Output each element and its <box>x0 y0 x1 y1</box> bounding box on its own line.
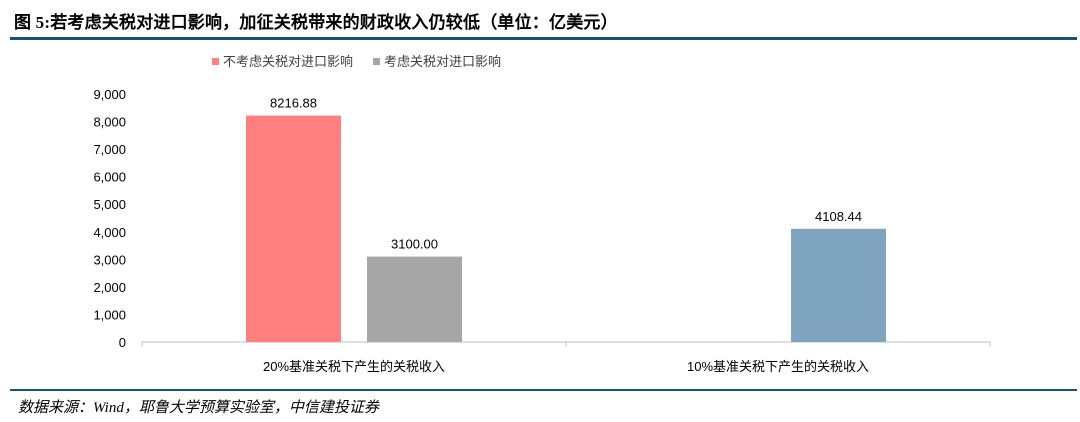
data-label: 4108.44 <box>815 209 862 224</box>
y-tick-label: 9,000 <box>93 87 126 102</box>
y-tick-label: 5,000 <box>93 197 126 212</box>
y-tick-label: 4,000 <box>93 225 126 240</box>
y-tick-label: 1,000 <box>93 307 126 322</box>
y-tick-label: 0 <box>119 335 126 350</box>
source-note: 数据来源：Wind，耶鲁大学预算实验室，中信建投证券 <box>18 400 379 416</box>
legend-label: 不考虑关税对进口影响 <box>223 54 353 69</box>
y-tick-label: 2,000 <box>93 280 126 295</box>
bottom-rule <box>10 389 1077 391</box>
bar <box>367 256 462 342</box>
category-label: 20%基准关税下产生的关税收入 <box>263 359 445 374</box>
legend-label: 考虑关税对进口影响 <box>384 54 501 69</box>
data-label: 8216.88 <box>270 96 317 111</box>
y-tick-label: 8,000 <box>93 115 126 130</box>
data-label: 3100.00 <box>391 237 438 252</box>
legend-swatch <box>212 58 219 65</box>
y-tick-label: 6,000 <box>93 170 126 185</box>
category-label: 10%基准关税下产生的关税收入 <box>687 359 869 374</box>
top-rule <box>10 37 1077 40</box>
y-tick-label: 3,000 <box>93 252 126 267</box>
figure-title: 图 5:若考虑关税对进口影响，加征关税带来的财政收入仍较低（单位：亿美元） <box>14 13 618 32</box>
legend-swatch <box>373 58 381 65</box>
bar <box>791 228 886 342</box>
bar <box>246 115 341 342</box>
y-tick-label: 7,000 <box>93 142 126 157</box>
